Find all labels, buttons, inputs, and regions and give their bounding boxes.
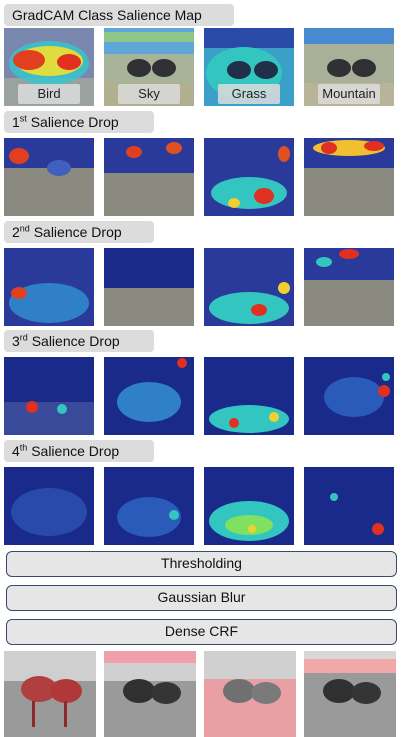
class-map-mountain: Mountain xyxy=(304,28,394,106)
class-caption-grass: Grass xyxy=(218,84,280,104)
drop-2-text: Salience Drop xyxy=(29,224,122,240)
drop-3-text: Salience Drop xyxy=(27,333,120,349)
drop3-heatmap-4 xyxy=(304,357,394,435)
drop4-heatmap-2 xyxy=(104,467,194,545)
class-map-sky: Sky xyxy=(104,28,194,106)
drop1-heatmap-4 xyxy=(304,138,394,216)
segmentation-bird xyxy=(4,651,96,737)
class-caption-sky: Sky xyxy=(118,84,180,104)
drop-label-4: 4th Salience Drop xyxy=(4,440,154,462)
drop4-heatmap-1 xyxy=(4,467,94,545)
drop-4-suffix: th xyxy=(19,442,28,453)
title-text: GradCAM Class Salience Map xyxy=(12,7,202,23)
drop2-heatmap-3 xyxy=(204,248,294,326)
step-dense-crf: Dense CRF xyxy=(6,619,397,645)
drop-4-text: Salience Drop xyxy=(27,443,120,459)
drop-3-num: 3 xyxy=(12,333,20,349)
drop3-heatmap-1 xyxy=(4,357,94,435)
step-gaussian-blur: Gaussian Blur xyxy=(6,585,397,611)
drop2-heatmap-1 xyxy=(4,248,94,326)
class-map-bird: Bird xyxy=(4,28,94,106)
drop2-heatmap-2 xyxy=(104,248,194,326)
segmentation-mountain xyxy=(304,651,396,737)
drop-1-suffix: st xyxy=(19,113,27,124)
class-caption-bird: Bird xyxy=(18,84,80,104)
drop3-heatmap-3 xyxy=(204,357,294,435)
drop1-heatmap-2 xyxy=(104,138,194,216)
drop-4-num: 4 xyxy=(12,443,20,459)
drop-1-num: 1 xyxy=(12,114,20,130)
drop1-heatmap-1 xyxy=(4,138,94,216)
class-caption-mountain: Mountain xyxy=(318,84,380,104)
drop2-heatmap-4 xyxy=(304,248,394,326)
step-thresholding: Thresholding xyxy=(6,551,397,577)
drop-3-suffix: rd xyxy=(19,332,28,343)
segmentation-sky xyxy=(104,651,196,737)
drop4-heatmap-4 xyxy=(304,467,394,545)
drop-label-2: 2nd Salience Drop xyxy=(4,221,154,243)
drop4-heatmap-3 xyxy=(204,467,294,545)
class-map-grass: Grass xyxy=(204,28,294,106)
drop-2-num: 2 xyxy=(12,224,20,240)
drop-1-text: Salience Drop xyxy=(26,114,119,130)
drop3-heatmap-2 xyxy=(104,357,194,435)
segmentation-grass xyxy=(204,651,296,737)
drop-label-3: 3rd Salience Drop xyxy=(4,330,154,352)
bird-heatmap-image xyxy=(4,28,94,106)
title-label: GradCAM Class Salience Map xyxy=(4,4,234,26)
drop-label-1: 1st Salience Drop xyxy=(4,111,154,133)
drop-2-suffix: nd xyxy=(19,223,30,234)
drop1-heatmap-3 xyxy=(204,138,294,216)
